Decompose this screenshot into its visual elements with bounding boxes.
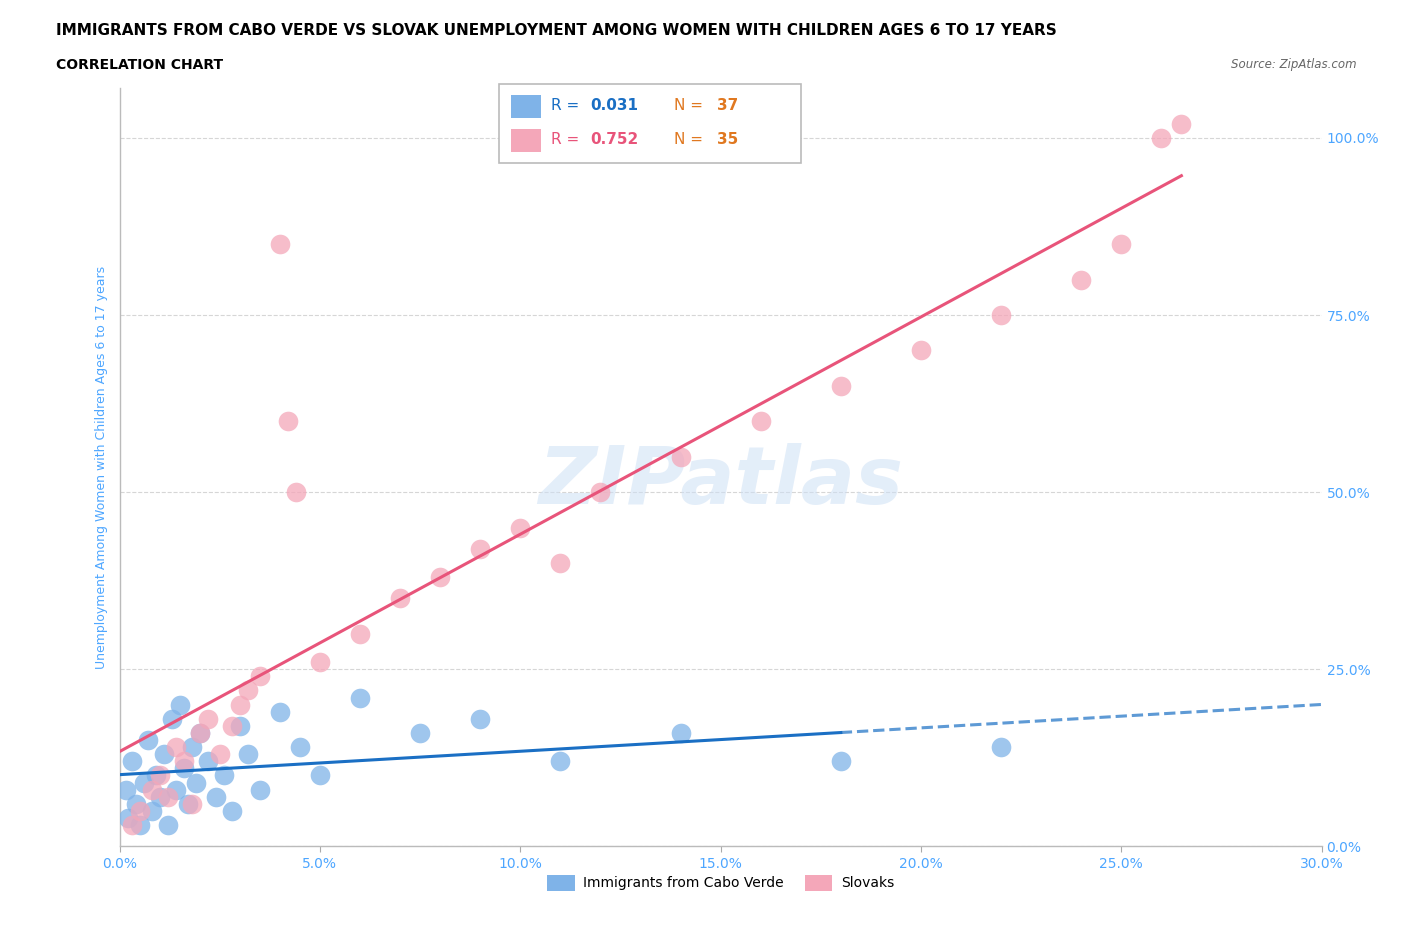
Point — [160, 711, 183, 726]
Point — [132, 775, 155, 790]
Point — [309, 655, 332, 670]
Y-axis label: Unemployment Among Women with Children Ages 6 to 17 years: Unemployment Among Women with Children A… — [96, 266, 108, 669]
Point — [669, 449, 692, 464]
Point — [176, 796, 198, 811]
Point — [470, 541, 492, 556]
Bar — [512, 95, 541, 118]
Point — [470, 711, 492, 726]
Point — [114, 782, 136, 797]
Point — [121, 817, 143, 832]
Point — [548, 555, 571, 570]
Point — [269, 237, 291, 252]
Text: N =: N = — [675, 99, 709, 113]
Legend: Immigrants from Cabo Verde, Slovaks: Immigrants from Cabo Verde, Slovaks — [541, 869, 900, 897]
Point — [309, 768, 332, 783]
Point — [830, 379, 852, 393]
Point — [145, 768, 167, 783]
Text: ZIPatlas: ZIPatlas — [538, 444, 903, 522]
Point — [180, 796, 202, 811]
Point — [128, 817, 150, 832]
Point — [1111, 237, 1133, 252]
Point — [117, 811, 139, 826]
Point — [269, 704, 291, 719]
Text: N =: N = — [675, 131, 709, 147]
Point — [749, 414, 772, 429]
Point — [548, 754, 571, 769]
Point — [228, 719, 252, 734]
Point — [249, 669, 271, 684]
Text: Source: ZipAtlas.com: Source: ZipAtlas.com — [1232, 58, 1357, 71]
Point — [204, 790, 226, 804]
Point — [221, 719, 243, 734]
Text: R =: R = — [551, 131, 583, 147]
Text: 0.752: 0.752 — [591, 131, 638, 147]
Point — [208, 747, 231, 762]
Point — [249, 782, 271, 797]
Point — [169, 698, 191, 712]
Point — [910, 343, 932, 358]
Bar — [512, 128, 541, 153]
Point — [1170, 116, 1192, 131]
Point — [141, 782, 163, 797]
Point — [197, 711, 219, 726]
Point — [121, 754, 143, 769]
Point — [1150, 130, 1173, 145]
Text: 35: 35 — [717, 131, 738, 147]
Point — [141, 804, 163, 818]
Point — [165, 782, 187, 797]
Point — [156, 817, 179, 832]
Point — [149, 790, 172, 804]
Point — [509, 520, 531, 535]
Point — [156, 790, 179, 804]
Point — [212, 768, 235, 783]
Point — [165, 739, 187, 754]
Text: 37: 37 — [717, 99, 738, 113]
Point — [349, 626, 371, 641]
Point — [188, 725, 211, 740]
Point — [429, 570, 451, 585]
Point — [990, 739, 1012, 754]
Point — [388, 591, 411, 605]
Point — [277, 414, 299, 429]
Point — [173, 754, 195, 769]
Point — [349, 690, 371, 705]
Point — [990, 308, 1012, 323]
Point — [180, 739, 202, 754]
Point — [1070, 272, 1092, 287]
Text: IMMIGRANTS FROM CABO VERDE VS SLOVAK UNEMPLOYMENT AMONG WOMEN WITH CHILDREN AGES: IMMIGRANTS FROM CABO VERDE VS SLOVAK UNE… — [56, 23, 1057, 38]
Point — [236, 747, 259, 762]
Point — [236, 683, 259, 698]
Point — [228, 698, 252, 712]
Point — [149, 768, 172, 783]
Point — [152, 747, 174, 762]
Point — [409, 725, 432, 740]
Point — [136, 733, 159, 748]
Point — [128, 804, 150, 818]
Text: 0.031: 0.031 — [591, 99, 638, 113]
Point — [184, 775, 207, 790]
Point — [589, 485, 612, 499]
Point — [197, 754, 219, 769]
Point — [173, 761, 195, 776]
Point — [288, 739, 311, 754]
Point — [124, 796, 146, 811]
Point — [669, 725, 692, 740]
Point — [221, 804, 243, 818]
Text: CORRELATION CHART: CORRELATION CHART — [56, 58, 224, 72]
Text: R =: R = — [551, 99, 583, 113]
Point — [188, 725, 211, 740]
Point — [284, 485, 307, 499]
Point — [830, 754, 852, 769]
FancyBboxPatch shape — [499, 84, 801, 163]
